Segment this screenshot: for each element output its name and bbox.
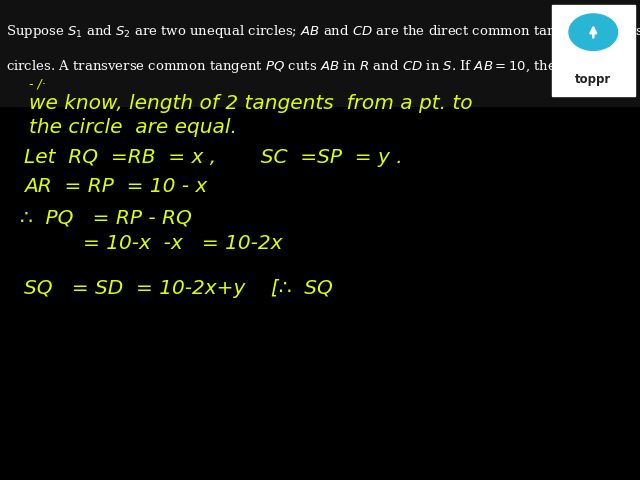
Text: ∴  PQ   = RP - RQ: ∴ PQ = RP - RQ [20,209,193,228]
Text: SQ   = SD  = 10-2x+y    [∴  SQ: SQ = SD = 10-2x+y [∴ SQ [24,278,333,298]
FancyBboxPatch shape [552,5,635,96]
Text: the circle  are equal.: the circle are equal. [29,118,237,137]
Text: circles. A transverse common tangent $PQ$ cuts $AB$ in $R$ and $CD$ in $S$. If $: circles. A transverse common tangent $PQ… [6,58,607,74]
Text: = 10-x  -x   = 10-2x: = 10-x -x = 10-2x [83,234,283,253]
Text: Let  RQ  =RB  = x ,       SC  =SP  = y .: Let RQ =RB = x , SC =SP = y . [24,148,403,167]
Text: toppr: toppr [575,73,611,86]
FancyBboxPatch shape [0,0,640,107]
Text: AR  = RP  = 10 - x: AR = RP = 10 - x [24,177,207,196]
Text: we know, length of 2 tangents  from a pt. to: we know, length of 2 tangents from a pt.… [29,94,472,113]
Circle shape [569,14,618,50]
Text: - /·: - /· [29,77,45,91]
Text: Suppose $S_1$ and $S_2$ are two unequal circles; $AB$ and $CD$ are the direct co: Suppose $S_1$ and $S_2$ are two unequal … [6,23,640,40]
